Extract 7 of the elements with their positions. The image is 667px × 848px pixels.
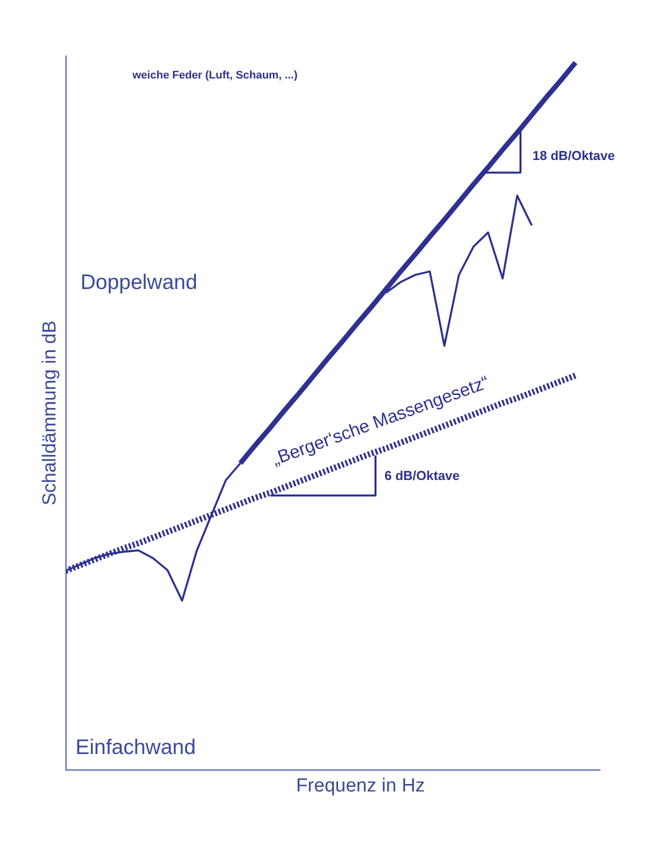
annotation: 6 dB/Oktave (384, 468, 460, 484)
annotation: Doppelwand (80, 271, 198, 294)
annotation: weiche Feder (Luft, Schaum, ...) (132, 70, 298, 82)
annotation: 18 dB/Oktave (532, 148, 615, 164)
x-axis-title: Frequenz in Hz (296, 776, 425, 796)
annotation: Einfachwand (76, 736, 196, 760)
y-axis-title: Schalldämmung in dB (40, 320, 60, 506)
